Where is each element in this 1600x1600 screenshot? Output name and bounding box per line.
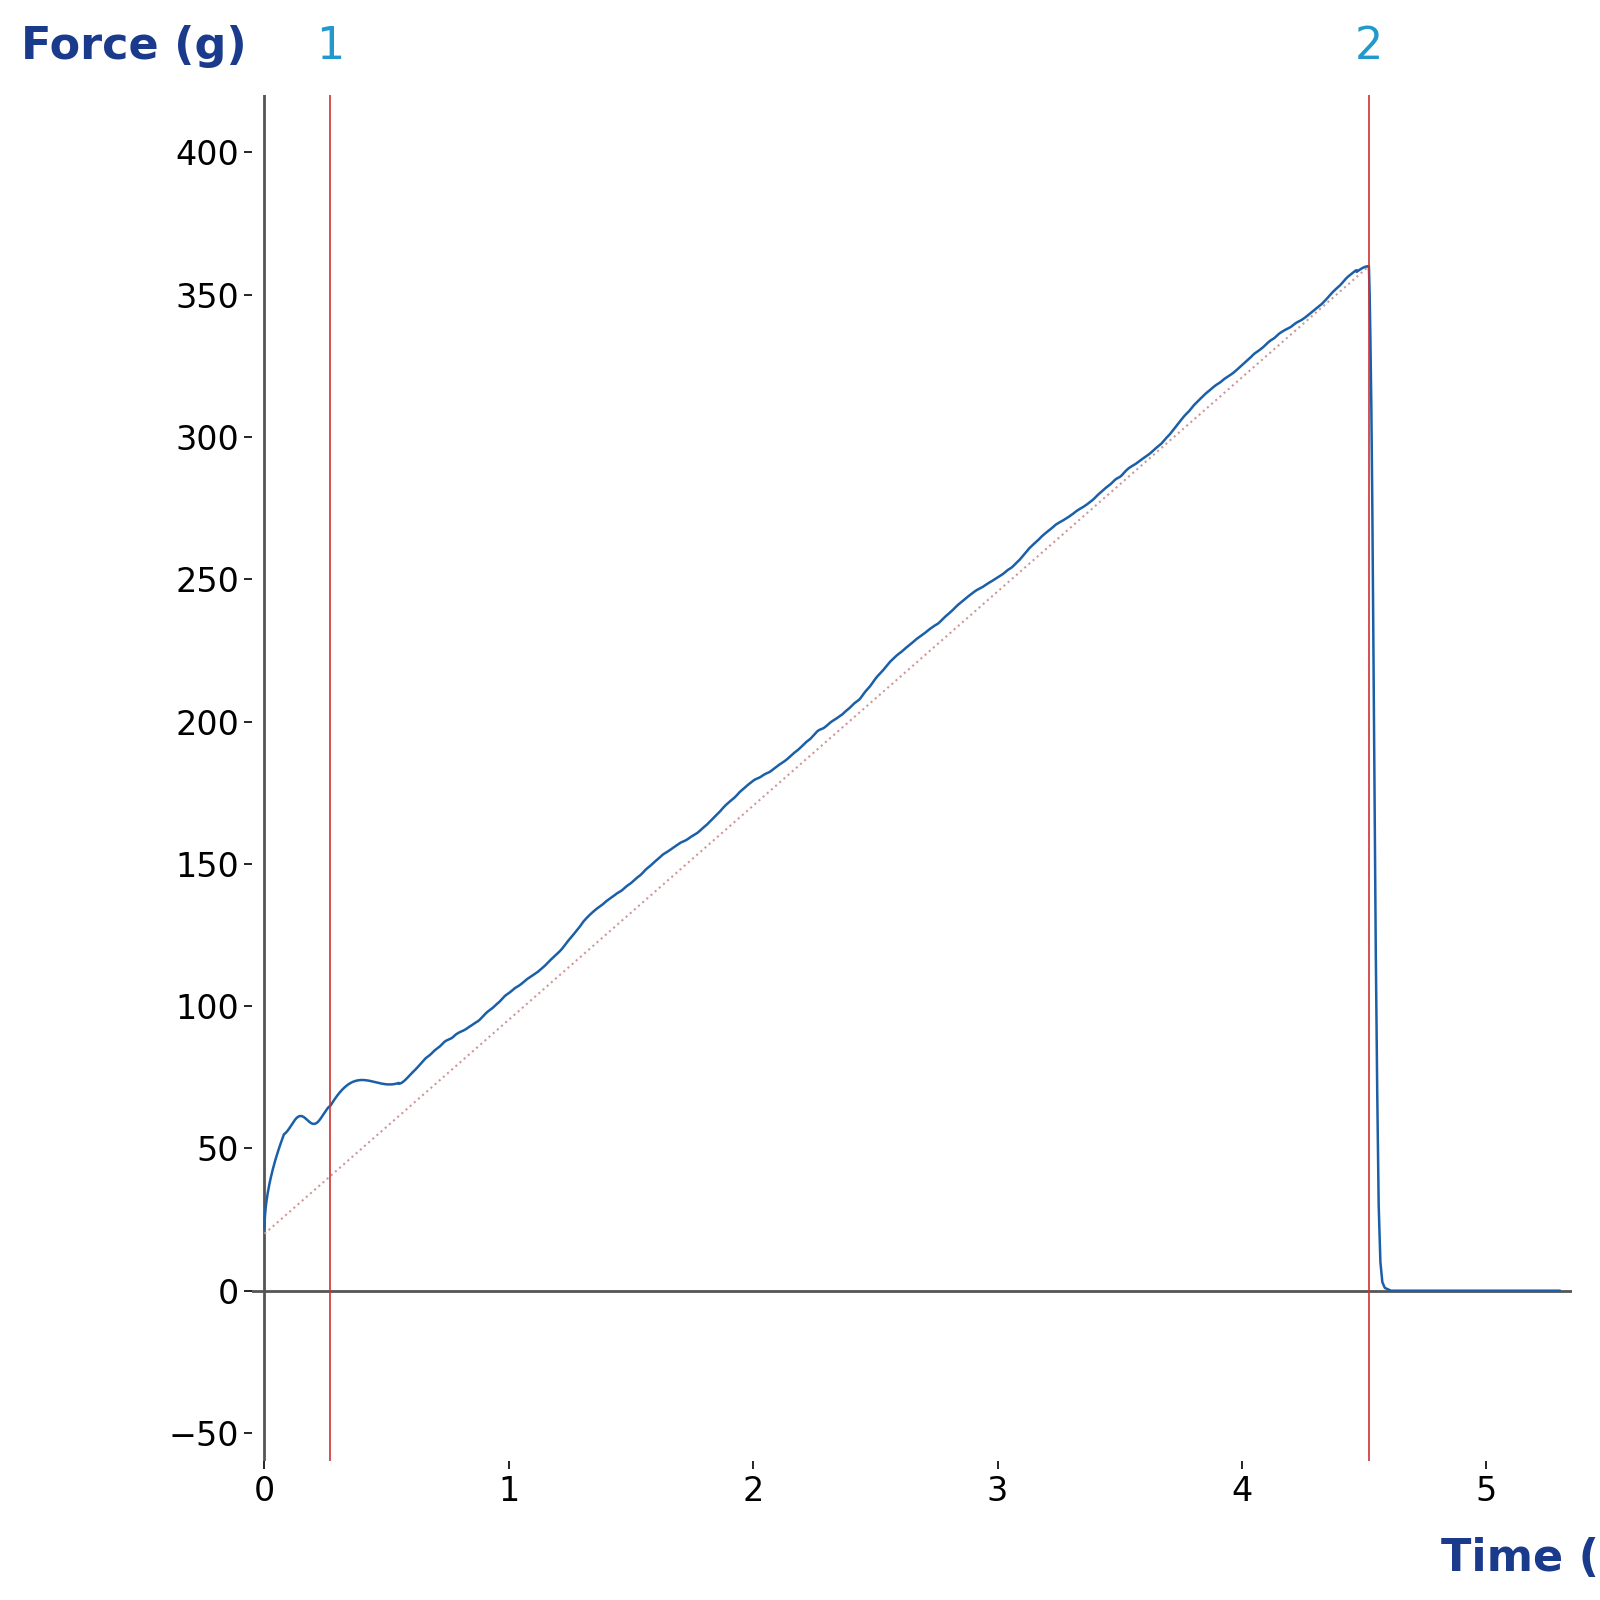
Text: 1: 1 (317, 26, 344, 69)
Text: 2: 2 (1355, 26, 1382, 69)
Y-axis label: Force (g): Force (g) (21, 26, 246, 69)
X-axis label: Time (sec): Time (sec) (1442, 1536, 1600, 1579)
